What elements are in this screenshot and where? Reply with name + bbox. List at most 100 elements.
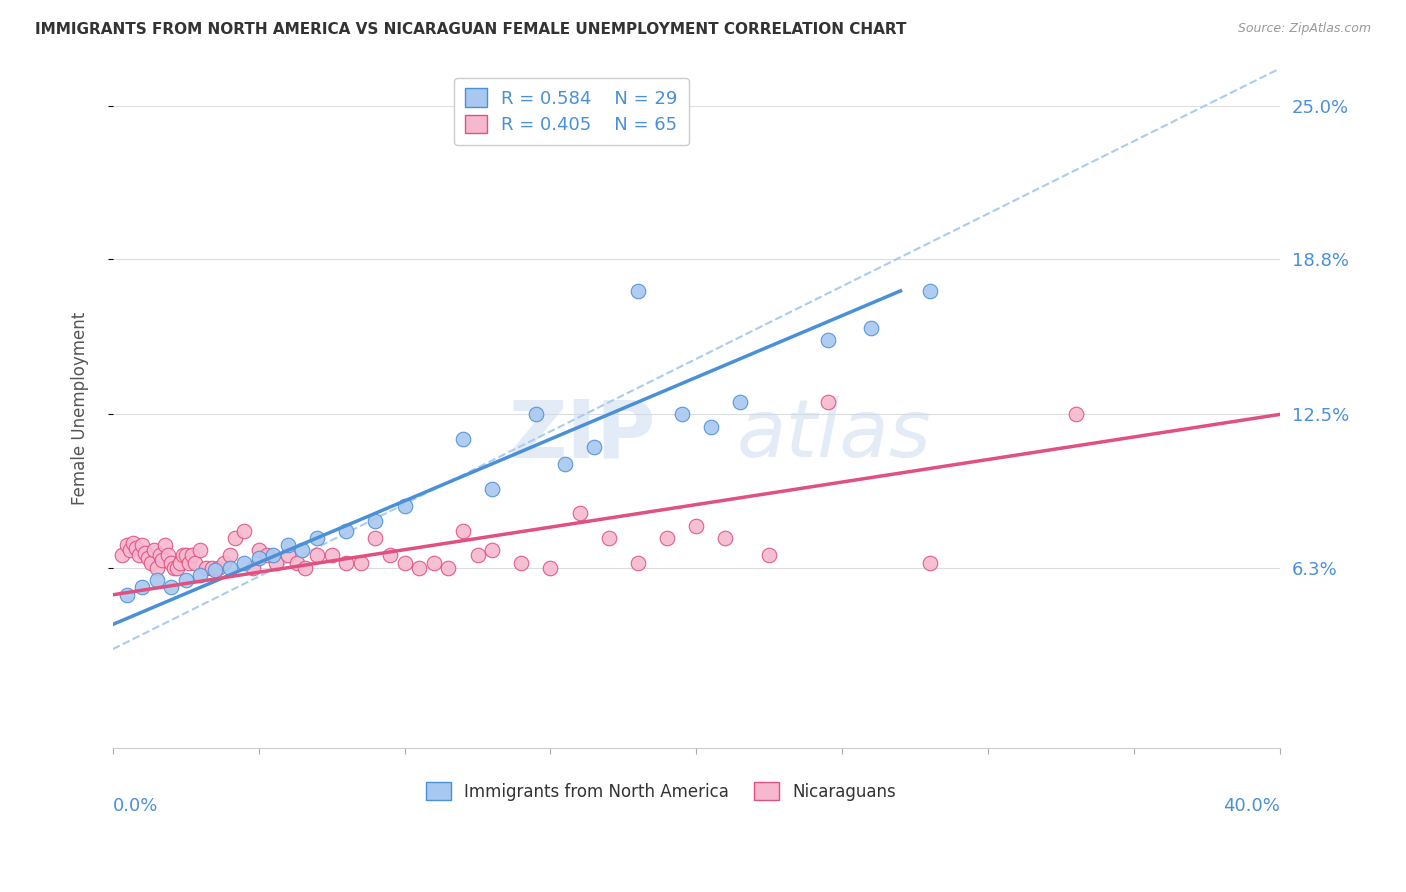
Point (685, 518, 707, 533)
Point (224, 531, 246, 545)
Text: 0.0%: 0.0% (112, 797, 159, 814)
Point (451, 524, 474, 538)
Point (233, 524, 256, 538)
Point (627, 556, 650, 570)
Point (148, 548, 170, 562)
Point (335, 556, 357, 570)
Point (134, 546, 156, 560)
Point (195, 560, 218, 574)
Point (218, 548, 240, 562)
Point (394, 556, 416, 570)
Point (247, 543, 270, 558)
Point (233, 556, 256, 570)
Point (408, 560, 430, 574)
Point (131, 580, 153, 594)
Point (627, 284, 650, 298)
Point (157, 548, 180, 562)
Point (155, 538, 177, 552)
Point (321, 548, 343, 562)
Point (394, 499, 416, 513)
Point (918, 556, 941, 570)
Point (307, 531, 329, 545)
Point (125, 541, 148, 555)
Point (152, 553, 174, 567)
Point (190, 568, 212, 582)
Point (117, 588, 139, 602)
Point (307, 548, 329, 562)
Point (285, 556, 308, 570)
Point (423, 556, 446, 570)
Point (335, 524, 357, 538)
Point (166, 560, 188, 574)
Point (583, 440, 606, 454)
Point (700, 419, 723, 434)
Point (174, 573, 197, 587)
Point (758, 548, 780, 562)
Point (142, 543, 165, 558)
Point (145, 573, 167, 587)
Point (174, 548, 197, 562)
Point (568, 506, 591, 520)
Point (242, 560, 264, 574)
Point (554, 457, 576, 471)
Point (510, 556, 533, 570)
Point (364, 531, 387, 545)
Point (264, 556, 287, 570)
Point (467, 548, 489, 562)
Point (131, 538, 153, 552)
Point (172, 548, 194, 562)
Y-axis label: Female Unemployment: Female Unemployment (72, 311, 89, 505)
Point (120, 543, 142, 558)
Point (190, 543, 212, 558)
Point (183, 556, 205, 570)
Text: 40.0%: 40.0% (1223, 797, 1279, 814)
Point (207, 560, 229, 574)
Point (451, 432, 474, 446)
Point (817, 395, 839, 409)
Text: ZIP: ZIP (508, 396, 655, 475)
Point (117, 538, 139, 552)
Point (860, 321, 883, 335)
Point (163, 560, 186, 574)
Point (110, 548, 132, 562)
Point (180, 548, 202, 562)
Point (714, 531, 737, 545)
Point (277, 538, 299, 552)
Point (277, 548, 299, 562)
Point (160, 556, 183, 570)
Point (378, 548, 401, 562)
Point (212, 556, 235, 570)
Point (177, 556, 200, 570)
Text: Source: ZipAtlas.com: Source: ZipAtlas.com (1237, 22, 1371, 36)
Point (437, 560, 460, 574)
Point (728, 395, 751, 409)
Point (598, 531, 620, 545)
Point (218, 560, 240, 574)
Point (139, 556, 162, 570)
Legend: Immigrants from North America, Nicaraguans: Immigrants from North America, Nicaragua… (419, 775, 903, 807)
Point (524, 408, 547, 422)
Point (1064, 408, 1087, 422)
Point (481, 482, 503, 496)
Point (364, 514, 387, 528)
Point (247, 550, 270, 565)
Point (817, 333, 839, 347)
Point (918, 284, 941, 298)
Point (350, 556, 373, 570)
Point (169, 556, 191, 570)
Point (145, 560, 167, 574)
Point (136, 550, 159, 565)
Point (204, 563, 226, 577)
Point (294, 560, 316, 574)
Point (538, 560, 561, 574)
Point (262, 548, 284, 562)
Point (122, 536, 145, 550)
Point (256, 548, 278, 562)
Point (160, 580, 183, 594)
Point (201, 560, 224, 574)
Point (481, 543, 503, 558)
Point (291, 543, 314, 558)
Point (671, 408, 693, 422)
Text: atlas: atlas (737, 396, 932, 475)
Text: IMMIGRANTS FROM NORTH AMERICA VS NICARAGUAN FEMALE UNEMPLOYMENT CORRELATION CHAR: IMMIGRANTS FROM NORTH AMERICA VS NICARAG… (35, 22, 907, 37)
